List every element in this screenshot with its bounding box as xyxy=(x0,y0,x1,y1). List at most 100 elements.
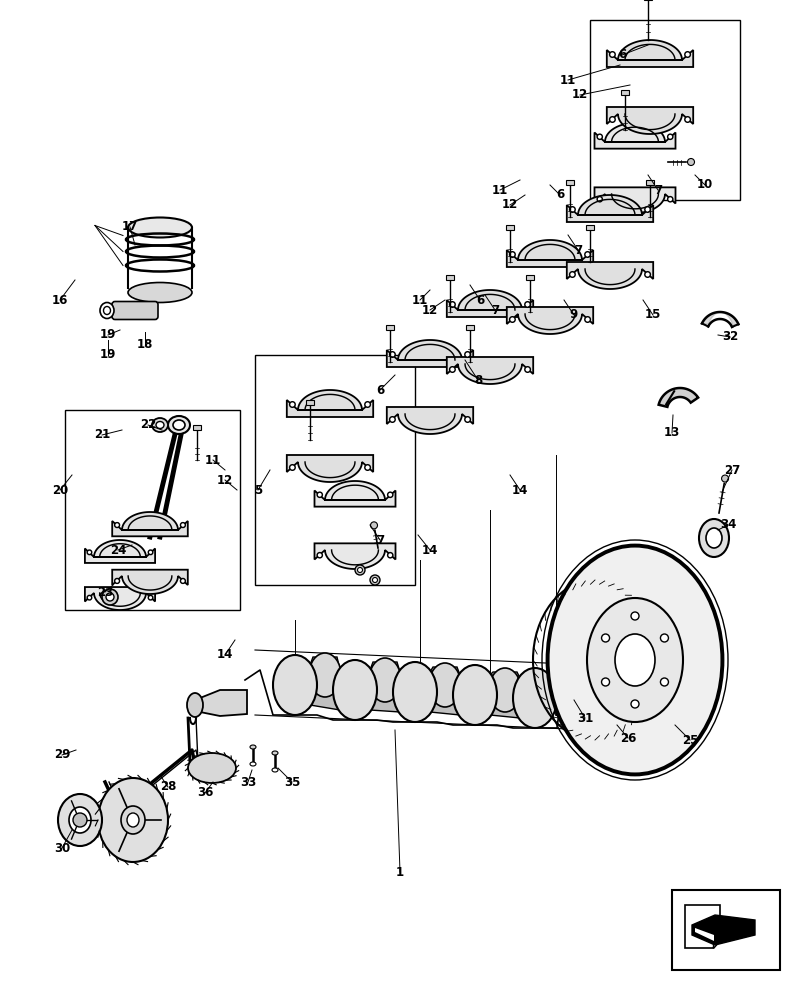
Text: 12: 12 xyxy=(422,304,438,316)
Polygon shape xyxy=(430,700,460,715)
Text: 33: 33 xyxy=(240,776,256,788)
Polygon shape xyxy=(607,107,693,134)
Ellipse shape xyxy=(549,546,722,774)
Ellipse shape xyxy=(272,768,278,772)
FancyBboxPatch shape xyxy=(466,325,474,330)
Circle shape xyxy=(631,612,639,620)
Polygon shape xyxy=(370,695,400,712)
Text: 6: 6 xyxy=(556,188,564,202)
FancyBboxPatch shape xyxy=(446,275,454,280)
Ellipse shape xyxy=(333,660,377,720)
Circle shape xyxy=(525,367,530,372)
Polygon shape xyxy=(447,357,533,384)
Circle shape xyxy=(357,568,363,572)
Ellipse shape xyxy=(98,778,168,862)
Circle shape xyxy=(667,134,673,139)
Text: 21: 21 xyxy=(94,428,110,442)
Polygon shape xyxy=(507,307,593,334)
Circle shape xyxy=(465,417,470,422)
Polygon shape xyxy=(195,690,247,716)
Polygon shape xyxy=(430,667,460,675)
Circle shape xyxy=(115,523,120,528)
Polygon shape xyxy=(659,388,698,407)
Text: 12: 12 xyxy=(217,474,234,487)
Polygon shape xyxy=(695,928,714,941)
Circle shape xyxy=(180,523,185,528)
Polygon shape xyxy=(713,940,720,948)
Ellipse shape xyxy=(187,693,203,717)
Text: 20: 20 xyxy=(52,484,68,496)
Polygon shape xyxy=(287,390,373,417)
Ellipse shape xyxy=(369,658,401,702)
Circle shape xyxy=(585,317,591,322)
Polygon shape xyxy=(490,705,520,718)
Circle shape xyxy=(317,553,322,558)
Text: 7: 7 xyxy=(654,184,662,196)
Circle shape xyxy=(585,252,591,257)
Polygon shape xyxy=(85,540,155,563)
Ellipse shape xyxy=(273,655,317,715)
Polygon shape xyxy=(112,570,187,594)
Text: 28: 28 xyxy=(160,780,176,794)
Circle shape xyxy=(660,678,668,686)
Ellipse shape xyxy=(272,751,278,755)
Circle shape xyxy=(685,117,690,122)
Text: 16: 16 xyxy=(52,294,68,306)
Polygon shape xyxy=(595,123,675,149)
Text: 23: 23 xyxy=(97,585,113,598)
Ellipse shape xyxy=(250,762,256,766)
Circle shape xyxy=(149,550,153,555)
Ellipse shape xyxy=(58,794,102,846)
Text: 14: 14 xyxy=(511,484,528,496)
FancyBboxPatch shape xyxy=(306,400,314,405)
Text: 30: 30 xyxy=(54,842,70,854)
Circle shape xyxy=(570,272,575,277)
Circle shape xyxy=(510,252,516,257)
Circle shape xyxy=(370,575,380,585)
FancyBboxPatch shape xyxy=(193,425,201,430)
Text: 27: 27 xyxy=(724,464,740,477)
Text: 31: 31 xyxy=(577,712,593,724)
Circle shape xyxy=(389,352,395,357)
Ellipse shape xyxy=(309,653,341,697)
Ellipse shape xyxy=(513,668,557,728)
Text: 13: 13 xyxy=(664,426,680,440)
Text: 34: 34 xyxy=(720,518,736,532)
Text: 29: 29 xyxy=(54,748,70,762)
Circle shape xyxy=(601,634,609,642)
Circle shape xyxy=(609,52,615,57)
FancyBboxPatch shape xyxy=(386,325,394,330)
Circle shape xyxy=(609,117,615,122)
Circle shape xyxy=(372,578,377,582)
Text: 19: 19 xyxy=(100,328,116,342)
Circle shape xyxy=(87,595,92,600)
Circle shape xyxy=(180,578,185,583)
Circle shape xyxy=(102,589,118,605)
Circle shape xyxy=(355,565,365,575)
Circle shape xyxy=(685,52,690,57)
Text: 7: 7 xyxy=(574,243,582,256)
Text: 36: 36 xyxy=(197,786,213,800)
FancyBboxPatch shape xyxy=(672,890,780,970)
Ellipse shape xyxy=(100,302,114,318)
Polygon shape xyxy=(566,195,653,222)
Circle shape xyxy=(106,593,114,601)
FancyBboxPatch shape xyxy=(586,225,594,230)
Polygon shape xyxy=(85,587,155,610)
Circle shape xyxy=(645,207,650,212)
Ellipse shape xyxy=(188,753,236,783)
Text: 7: 7 xyxy=(376,534,384,546)
Circle shape xyxy=(389,417,395,422)
Ellipse shape xyxy=(706,528,722,548)
FancyBboxPatch shape xyxy=(566,180,574,185)
Polygon shape xyxy=(556,635,590,720)
Circle shape xyxy=(601,678,609,686)
Polygon shape xyxy=(490,672,520,678)
Polygon shape xyxy=(607,40,693,67)
Circle shape xyxy=(525,302,530,307)
Text: 26: 26 xyxy=(620,732,636,744)
Ellipse shape xyxy=(152,418,168,432)
Ellipse shape xyxy=(127,813,139,827)
Circle shape xyxy=(631,700,639,708)
FancyBboxPatch shape xyxy=(506,225,514,230)
